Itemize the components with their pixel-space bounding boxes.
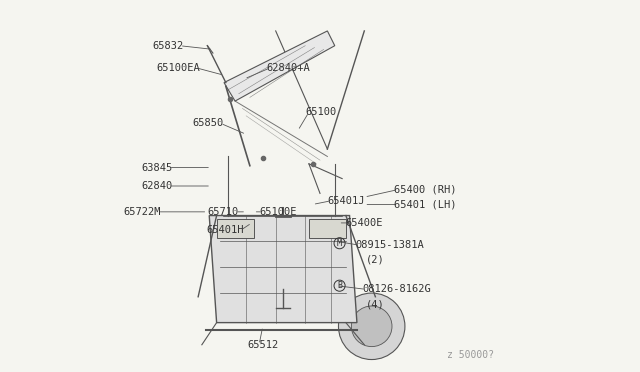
Text: 65401H: 65401H [207, 225, 244, 235]
Polygon shape [224, 31, 335, 101]
Text: 65850: 65850 [193, 118, 224, 128]
Text: 08915-1381A: 08915-1381A [355, 240, 424, 250]
Circle shape [351, 306, 392, 347]
Text: 65400 (RH): 65400 (RH) [394, 185, 456, 195]
Text: 62840: 62840 [141, 181, 172, 191]
Bar [216, 219, 253, 238]
Text: 65100E: 65100E [259, 207, 296, 217]
Bar [309, 219, 346, 238]
Text: (4): (4) [366, 299, 385, 309]
Text: 65401J: 65401J [328, 196, 365, 206]
Text: 65400E: 65400E [346, 218, 383, 228]
Text: z 50000?: z 50000? [447, 350, 493, 359]
Text: (2): (2) [366, 255, 385, 265]
Text: 08126-8162G: 08126-8162G [362, 284, 431, 294]
Text: 65401 (LH): 65401 (LH) [394, 199, 456, 209]
Text: B: B [337, 281, 342, 290]
Text: 65100EA: 65100EA [156, 63, 200, 73]
Text: 65100: 65100 [305, 107, 337, 117]
Text: 65832: 65832 [152, 41, 184, 51]
Text: 65722M: 65722M [124, 207, 161, 217]
Circle shape [339, 293, 405, 359]
Text: 65710: 65710 [207, 207, 239, 217]
Text: 63845: 63845 [141, 163, 172, 173]
Text: 62840+A: 62840+A [266, 63, 310, 73]
Polygon shape [209, 215, 357, 323]
Text: 65512: 65512 [247, 340, 278, 350]
Text: M: M [337, 239, 342, 248]
